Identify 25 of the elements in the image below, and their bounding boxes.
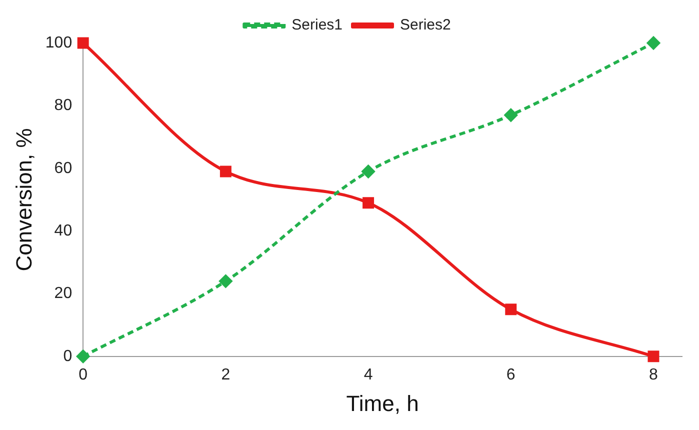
y-tick-label: 60 [54,160,72,177]
point [504,108,518,122]
point [648,350,660,362]
y-axis-title: Conversion, % [11,128,36,272]
point [505,304,517,316]
point [362,197,374,209]
y-tick-label: 80 [54,97,72,114]
y-tick-label: 20 [54,285,72,302]
point [219,274,232,288]
legend-label: Series2 [400,16,451,34]
point [77,37,89,49]
y-tick-label: 40 [54,222,72,240]
x-tick-label: 0 [78,366,88,384]
legend-label: Series1 [292,16,342,34]
point [220,166,232,178]
x-tick-label: 8 [649,366,658,384]
point [76,350,90,363]
x-tick-label: 6 [506,366,516,384]
x-tick-label: 4 [364,366,373,384]
x-tick-label: 2 [221,366,230,384]
point [646,36,660,50]
y-tick-label: 100 [45,34,72,52]
x-axis-title: Time, h [346,390,419,416]
point [362,164,375,178]
y-tick-label: 0 [63,348,72,365]
